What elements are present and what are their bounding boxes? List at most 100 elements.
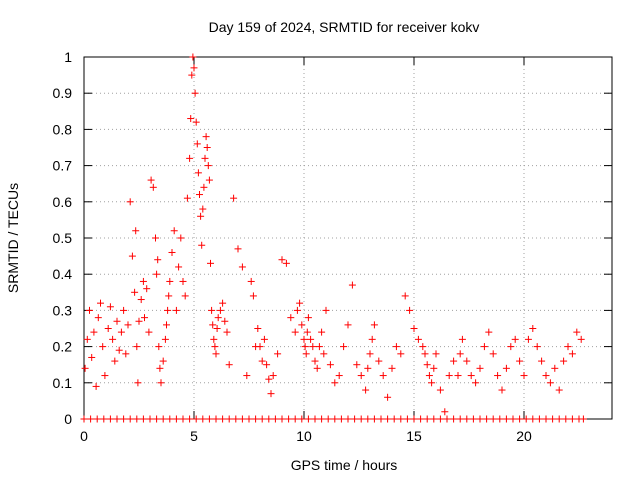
data-point bbox=[267, 390, 275, 398]
data-point bbox=[300, 335, 308, 343]
data-point-zero bbox=[146, 415, 154, 423]
data-point bbox=[502, 364, 510, 372]
data-point-zero bbox=[199, 415, 207, 423]
data-point-zero bbox=[324, 415, 332, 423]
data-point bbox=[230, 194, 238, 202]
data-point bbox=[555, 386, 563, 394]
data-point bbox=[101, 372, 109, 380]
data-point-zero bbox=[93, 415, 101, 423]
data-point bbox=[131, 288, 139, 296]
data-point bbox=[156, 364, 164, 372]
data-point bbox=[132, 227, 140, 235]
data-point bbox=[212, 350, 220, 358]
y-tick-label: 1 bbox=[64, 49, 72, 65]
data-point bbox=[207, 259, 214, 267]
data-point-zero bbox=[397, 415, 405, 423]
data-point bbox=[326, 361, 334, 369]
data-point-zero bbox=[212, 415, 220, 423]
data-point bbox=[117, 328, 125, 336]
data-point-zero bbox=[126, 415, 134, 423]
data-point bbox=[192, 118, 200, 126]
data-point bbox=[263, 361, 271, 369]
x-axis-label: GPS time / hours bbox=[291, 457, 398, 473]
data-point-zero bbox=[568, 415, 576, 423]
chart-title: Day 159 of 2024, SRMTID for receiver kok… bbox=[209, 19, 480, 35]
data-point bbox=[472, 379, 480, 387]
data-point bbox=[161, 335, 169, 343]
y-tick-label: 0.1 bbox=[53, 375, 73, 391]
y-tick-label: 0.3 bbox=[53, 302, 73, 318]
data-point-zero bbox=[483, 415, 491, 423]
data-point-zero bbox=[205, 415, 213, 423]
data-point bbox=[384, 393, 392, 401]
data-point-zero bbox=[344, 415, 352, 423]
data-point bbox=[147, 176, 155, 184]
data-point bbox=[311, 357, 319, 365]
data-point-zero bbox=[489, 415, 497, 423]
data-point bbox=[97, 299, 104, 307]
data-point bbox=[494, 372, 502, 380]
data-point-zero bbox=[291, 415, 299, 423]
data-point bbox=[366, 350, 374, 358]
data-point bbox=[143, 285, 151, 293]
data-point bbox=[441, 408, 449, 416]
data-point bbox=[165, 292, 173, 300]
data-point bbox=[124, 321, 132, 329]
data-point bbox=[293, 306, 301, 314]
data-point bbox=[480, 343, 488, 351]
data-point bbox=[357, 372, 365, 380]
data-point bbox=[388, 364, 396, 372]
data-point-zero bbox=[113, 415, 121, 423]
data-point bbox=[120, 306, 128, 314]
x-tick-label: 20 bbox=[516, 428, 532, 444]
data-point bbox=[397, 350, 405, 358]
data-point bbox=[153, 270, 161, 278]
data-point-zero bbox=[364, 415, 372, 423]
y-tick-label: 0.9 bbox=[53, 85, 73, 101]
data-point-zero bbox=[496, 415, 504, 423]
data-point bbox=[375, 357, 383, 365]
data-point bbox=[193, 140, 201, 148]
data-point bbox=[370, 321, 378, 329]
data-point bbox=[223, 328, 231, 336]
data-point bbox=[392, 343, 400, 351]
data-point-zero bbox=[436, 415, 444, 423]
data-point bbox=[516, 357, 524, 365]
data-point bbox=[551, 364, 559, 372]
data-point bbox=[183, 194, 191, 202]
data-point bbox=[542, 372, 550, 380]
data-point bbox=[211, 343, 219, 351]
data-point-zero bbox=[318, 415, 326, 423]
data-point bbox=[106, 303, 114, 311]
data-point bbox=[113, 317, 121, 325]
data-point-zero bbox=[476, 415, 484, 423]
data-point bbox=[88, 353, 96, 361]
data-point bbox=[414, 335, 422, 343]
data-point bbox=[318, 328, 326, 336]
data-point bbox=[191, 89, 199, 97]
data-point-zero bbox=[410, 415, 418, 423]
data-point bbox=[154, 256, 162, 264]
data-point bbox=[152, 234, 159, 242]
data-point bbox=[86, 306, 93, 314]
data-point bbox=[364, 364, 372, 372]
data-point bbox=[90, 328, 98, 336]
data-point-zero bbox=[245, 415, 253, 423]
data-point bbox=[560, 357, 568, 365]
data-point bbox=[81, 364, 89, 372]
data-point bbox=[419, 343, 427, 351]
data-point bbox=[135, 317, 143, 325]
data-point-zero bbox=[456, 415, 464, 423]
data-point bbox=[524, 335, 532, 343]
data-point bbox=[190, 64, 198, 72]
data-points bbox=[80, 53, 587, 423]
data-point bbox=[353, 361, 361, 369]
data-point bbox=[274, 350, 282, 358]
data-point bbox=[425, 372, 433, 380]
data-point bbox=[115, 346, 123, 354]
data-point bbox=[322, 306, 330, 314]
data-point bbox=[406, 306, 414, 314]
data-point-zero bbox=[179, 415, 187, 423]
data-point-zero bbox=[403, 415, 411, 423]
data-point bbox=[188, 71, 196, 79]
